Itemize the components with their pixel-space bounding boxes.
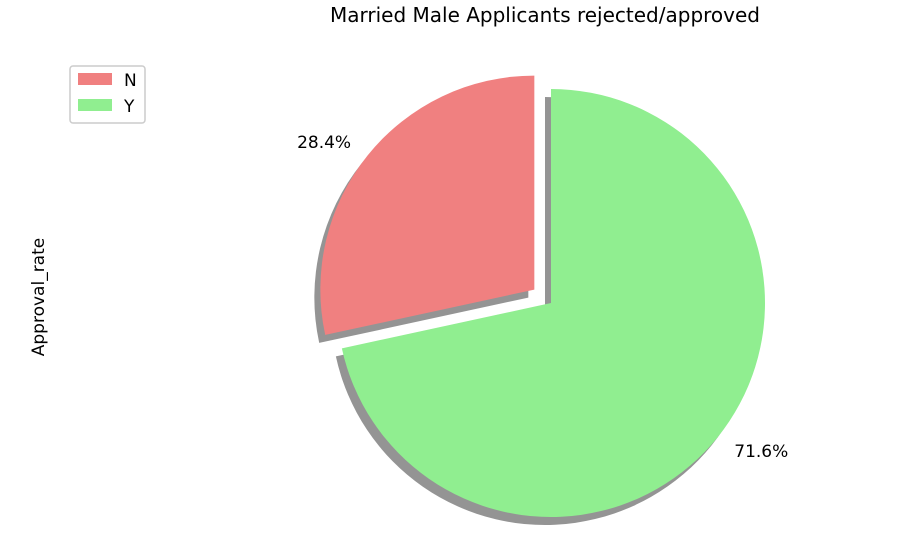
pie-label-n: 28.4% xyxy=(297,133,351,153)
legend-swatch-y xyxy=(78,99,112,111)
legend-swatch-n xyxy=(78,73,112,85)
pie-slice-y xyxy=(341,89,765,517)
pie-label-y: 71.6% xyxy=(734,442,788,462)
pie-slices xyxy=(320,75,765,517)
legend: N Y xyxy=(69,65,146,124)
pie-slice-n xyxy=(320,75,535,335)
legend-label-n: N xyxy=(124,71,137,91)
chart-title: Married Male Applicants rejected/approve… xyxy=(330,3,760,27)
y-axis-label: Approval_rate xyxy=(29,238,49,356)
pie-labels: 28.4% 71.6% xyxy=(297,133,788,462)
legend-label-y: Y xyxy=(123,97,135,117)
